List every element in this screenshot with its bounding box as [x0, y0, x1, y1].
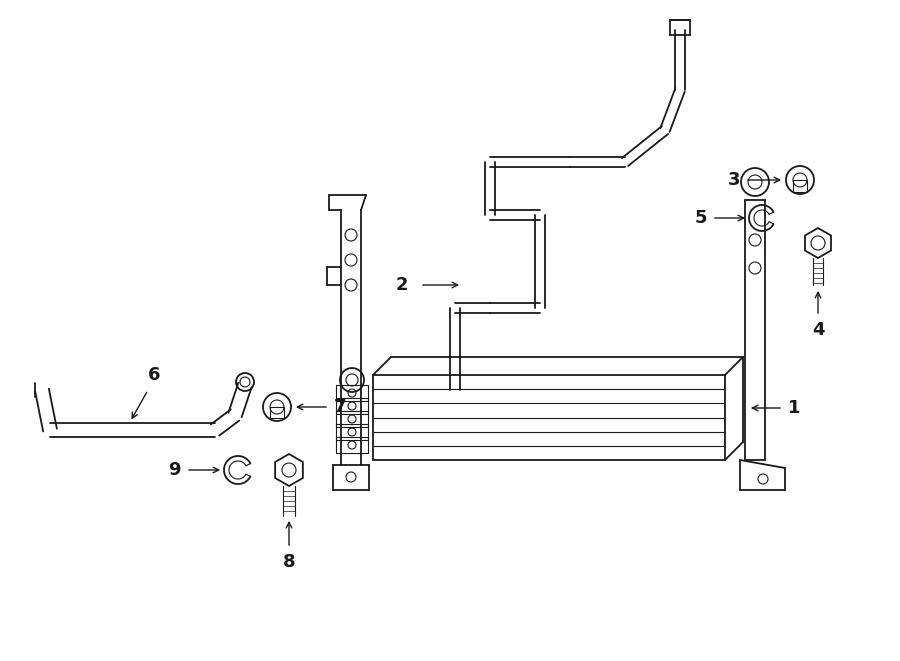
- Text: 8: 8: [283, 553, 295, 571]
- Text: 2: 2: [395, 276, 408, 294]
- Text: 1: 1: [788, 399, 800, 417]
- Text: 3: 3: [727, 171, 740, 189]
- Text: 6: 6: [148, 366, 160, 384]
- Bar: [336, 424, 368, 440]
- Text: 9: 9: [168, 461, 181, 479]
- Text: 5: 5: [695, 209, 707, 227]
- Bar: [793, 180, 807, 192]
- Bar: [336, 411, 368, 427]
- Bar: [670, 20, 690, 35]
- Text: 7: 7: [334, 398, 346, 416]
- Text: 4: 4: [812, 321, 824, 339]
- Bar: [336, 385, 368, 401]
- Bar: [373, 375, 725, 460]
- Bar: [336, 437, 368, 453]
- Bar: [270, 407, 284, 418]
- Bar: [336, 398, 368, 414]
